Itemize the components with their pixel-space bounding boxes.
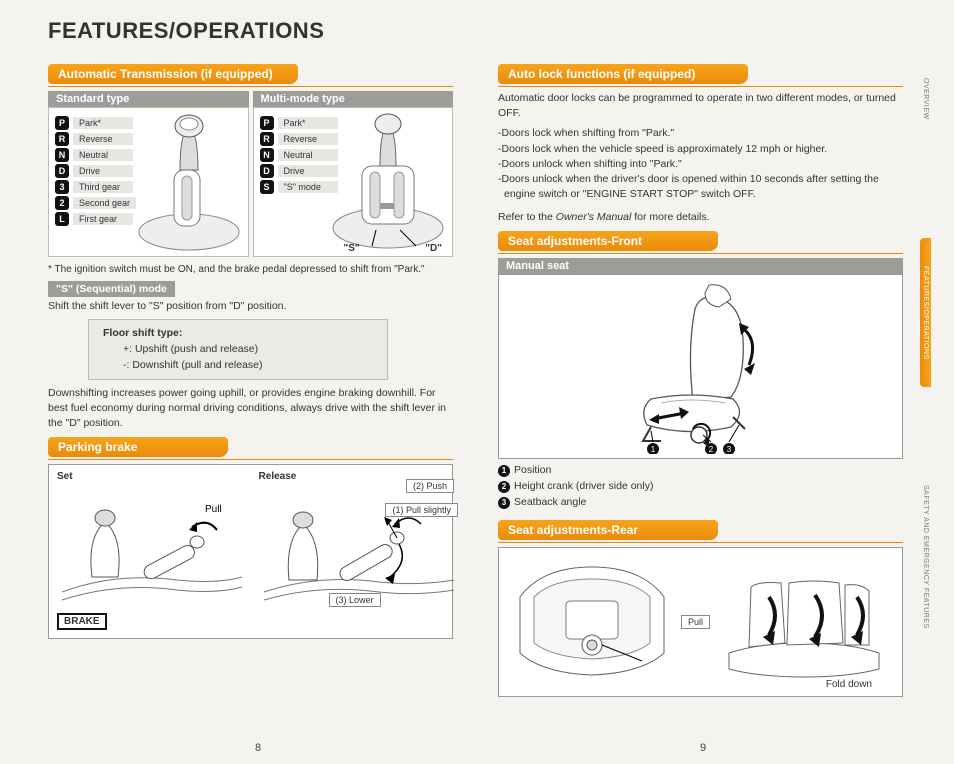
brake-release-label: Release [259,471,297,482]
shifter-illustration [328,112,448,252]
subheader-multi: Multi-mode type [253,91,454,107]
callout-num-icon: 2 [498,481,510,493]
gear-badge: R [55,132,69,146]
seat-rear-panel: Pull Fold down [498,547,903,697]
callout-num-icon: 1 [498,465,510,477]
gear-badge: D [55,164,69,178]
transmission-panels: P Park* R Reverse N Neutral D Drive 3 Third g… [48,107,453,257]
divider [498,253,903,254]
svg-text:2: 2 [708,445,713,454]
pull-label: Pull [205,504,222,515]
multi-d-label: "D" [425,243,442,254]
rear-seat-illustration [719,557,889,687]
auto-lock-bullet: -Doors unlock when the driver's door is … [498,172,903,202]
auto-lock-bullet: -Doors unlock when shifting into "Park." [498,157,903,172]
brake-step3: (3) Lower [329,593,381,607]
downshift-text: Downshifting increases power going uphil… [48,386,453,430]
sequential-mode-tag: "S" (Sequential) mode [48,281,175,297]
standard-gear-list: P Park* R Reverse N Neutral D Drive 3 Third g… [55,116,136,228]
auto-lock-bullet: -Doors lock when the vehicle speed is ap… [498,142,903,157]
page-number-left: 8 [255,742,261,754]
side-tabs: OVERVIEW FEATURES/OPERATIONS SAFETY AND … [920,70,950,744]
fold-down-label: Fold down [826,679,872,690]
refer-suffix: for more details. [631,211,709,223]
divider [48,459,453,460]
side-tab-features[interactable]: FEATURES/OPERATIONS [920,238,931,388]
brake-release-half: Release (2) Push (1) Pull slightly (3) L… [259,471,452,625]
seat-illustration: 1 2 3 [591,279,811,454]
floor-plus: +: Upshift (push and release) [103,342,258,358]
section-header-seat-front: Seat adjustments-Front [498,231,718,251]
brake-badge: BRAKE [57,613,107,630]
standard-transmission-panel: P Park* R Reverse N Neutral D Drive 3 Third g… [48,107,249,257]
rear-pull-label: Pull [681,615,710,629]
left-column: Automatic Transmission (if equipped) Sta… [48,64,453,639]
floor-minus: -: Downshift (pull and release) [103,358,262,374]
subheader-standard: Standard type [48,91,249,107]
divider [48,86,453,87]
callout-3: Seatback angle [514,496,586,508]
gear-label: Drive [73,165,133,177]
divider [498,86,903,87]
gear-label: Reverse [73,133,133,145]
svg-text:1: 1 [650,445,655,454]
floor-title: Floor shift type: [103,327,182,339]
page-number-right: 9 [700,742,706,754]
section-header-auto-lock: Auto lock functions (if equipped) [498,64,748,84]
callout-num-icon: 3 [498,497,510,509]
brake-step2: (2) Push [406,479,454,493]
gear-label: Neutral [73,149,133,161]
parking-brake-panel: Set Pull Release [48,464,453,639]
multi-transmission-panel: PPark* RReverse NNeutral DDrive S"S" mod… [253,107,454,257]
gear-badge: P [55,116,69,130]
section-header-seat-rear: Seat adjustments-Rear [498,520,718,540]
gear-badge: 3 [55,180,69,194]
brake-set-label: Set [57,471,73,482]
right-column: Auto lock functions (if equipped) Automa… [498,64,903,697]
gear-badge: 2 [55,196,69,210]
gear-label: Park* [73,117,133,129]
page-title: FEATURES/OPERATIONS [48,18,324,44]
svg-text:3: 3 [726,445,731,454]
side-tab-overview[interactable]: OVERVIEW [920,70,931,128]
trunk-illustration [512,557,672,687]
floor-shift-box: Floor shift type: +: Upshift (push and r… [88,319,388,380]
gear-badge: R [260,132,274,146]
auto-lock-intro: Automatic door locks can be programmed t… [498,91,903,120]
gear-badge: P [260,116,274,130]
multi-s-label: "S" [344,243,360,254]
seat-front-callouts: 1 Position 2 Height crank (driver side onl… [498,463,903,510]
refer-prefix: Refer to the [498,211,556,223]
gear-badge: S [260,180,274,194]
gear-badge: L [55,212,69,226]
transmission-subheader-row: Standard type Multi-mode type [48,91,453,107]
auto-lock-refer: Refer to the Owner's Manual for more det… [498,210,903,225]
refer-em: Owner's Manual [556,211,632,223]
brake-set-illustration: Pull [57,482,247,612]
shifter-illustration [134,112,244,252]
gear-badge: N [55,148,69,162]
callout-2: Height crank (driver side only) [514,480,653,492]
section-header-transmission: Automatic Transmission (if equipped) [48,64,298,84]
gear-label: First gear [73,213,133,225]
divider [498,542,903,543]
auto-lock-bullets: -Doors lock when shifting from "Park." -… [498,126,903,202]
callout-1: Position [514,464,551,476]
gear-badge: D [260,164,274,178]
subheader-manual-seat: Manual seat [498,258,903,274]
brake-set-half: Set Pull [57,471,250,615]
section-header-parking-brake: Parking brake [48,437,228,457]
seat-front-panel: 1 2 3 [498,274,903,459]
multi-gear-list: PPark* RReverse NNeutral DDrive S"S" mod… [260,116,338,196]
sequential-mode-text: Shift the shift lever to "S" position fr… [48,299,453,314]
transmission-footnote: * The ignition switch must be ON, and th… [48,263,453,277]
gear-badge: N [260,148,274,162]
brake-step1: (1) Pull slightly [385,503,458,517]
auto-lock-bullet: -Doors lock when shifting from "Park." [498,126,903,141]
gear-label: Second gear [73,197,136,209]
side-tab-safety[interactable]: SAFETY AND EMERGENCY FEATURES [920,477,931,637]
gear-label: Third gear [73,181,133,193]
